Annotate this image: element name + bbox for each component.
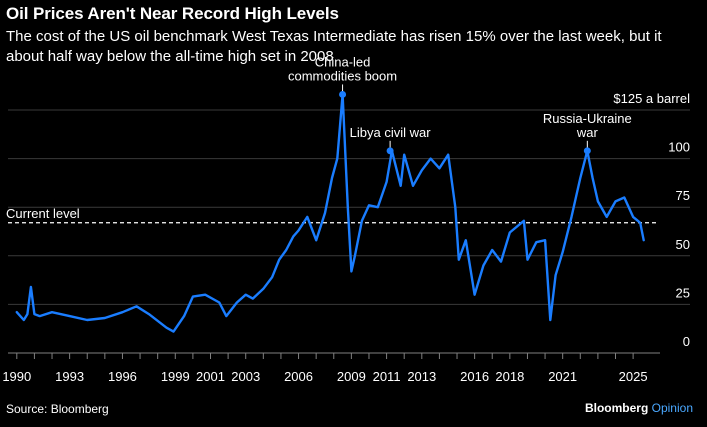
chart-subtitle: The cost of the US oil benchmark West Te…	[6, 28, 662, 65]
annotation-label: war	[576, 125, 599, 140]
x-tick-label: 2013	[407, 369, 436, 384]
brand-logo: Bloomberg Opinion	[585, 401, 693, 415]
x-tick-label: 2018	[495, 369, 524, 384]
annotation-label: commodities boom	[288, 68, 397, 83]
current-level-reference: Current level	[6, 206, 656, 224]
x-tick-label: 1990	[2, 369, 31, 384]
annotation-label: Libya civil war	[350, 125, 432, 140]
x-tick-label: 2009	[337, 369, 366, 384]
x-tick-label: 2003	[231, 369, 260, 384]
y-tick-label: 50	[676, 237, 690, 252]
current-level-label: Current level	[6, 206, 80, 221]
brand-sub: Opinion	[651, 401, 693, 415]
x-tick-label: 2016	[460, 369, 489, 384]
brand-main: Bloomberg	[584, 401, 649, 415]
oil-price-line	[15, 93, 645, 333]
y-tick-label: 100	[668, 140, 690, 155]
y-tick-label: 25	[676, 285, 690, 300]
x-axis-ticks: 1990 1993 1996 1999 2001 2003 2006 2009 2011 2013…	[2, 352, 660, 384]
x-tick-label: 1996	[108, 369, 137, 384]
source-note: Source: Bloomberg	[6, 402, 109, 416]
annotation-dot	[339, 90, 347, 98]
x-tick-label: 2001	[196, 369, 225, 384]
y-axis-ticks: 0 25 50 75 100 $125 a barrel	[613, 91, 690, 349]
grid-lines	[8, 109, 690, 305]
y-tick-label: 75	[676, 188, 690, 203]
y-tick-label: 0	[683, 334, 690, 349]
annotation-label: China-led	[315, 54, 371, 69]
x-tick-label: 2025	[619, 369, 648, 384]
annotation-dot	[583, 147, 591, 155]
annotation-dot	[386, 147, 394, 155]
x-tick-label: 2006	[284, 369, 313, 384]
x-tick-label: 2021	[548, 369, 577, 384]
chart-title: Oil Prices Aren't Near Record High Level…	[6, 4, 339, 23]
x-tick-label: 1999	[161, 369, 190, 384]
series-layer	[15, 93, 645, 333]
x-tick-label: 1993	[55, 369, 84, 384]
annotation-label: Russia-Ukraine	[543, 111, 632, 126]
x-tick-label: 2011	[373, 369, 401, 384]
y-tick-label: $125 a barrel	[613, 91, 690, 106]
